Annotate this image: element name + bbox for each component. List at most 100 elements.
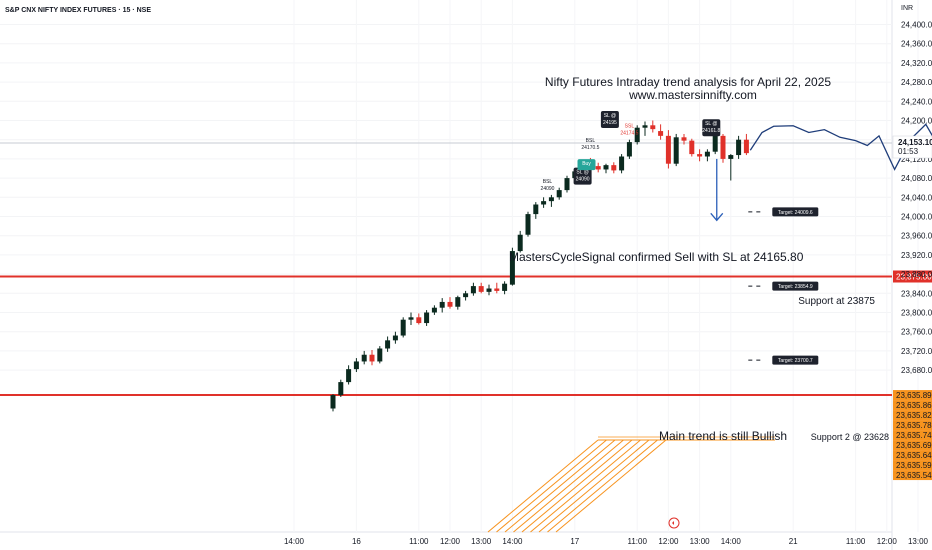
candle-body: [509, 251, 515, 285]
candle-body: [564, 178, 570, 191]
y-tick-label: 23,960.00: [901, 232, 932, 241]
x-tick-label: 11:00: [846, 537, 866, 546]
candle-body: [712, 135, 718, 152]
signal-level-text: BSL: [586, 138, 596, 144]
stop-loss-text: 24195: [603, 120, 617, 126]
target-label: Target: 24009.6: [778, 210, 813, 216]
sell-signal-annotation: MastersCycleSignal confirmed Sell with S…: [509, 250, 804, 264]
fan-price-label: 23,635.74: [896, 431, 932, 440]
y-tick-label: 23,720.00: [901, 347, 932, 356]
candle-body: [681, 137, 687, 141]
fan-price-tag: [893, 410, 932, 421]
price-axis: 24,400.00 24,360.00 24,320.00 24,280.00 24,2…: [892, 21, 932, 481]
signal-level-text: BSL: [543, 179, 553, 185]
y-tick-label: 24,120.00: [901, 155, 932, 164]
candle-body: [463, 293, 469, 298]
candle-body: [665, 135, 671, 164]
signal-level-text: SSL: [625, 124, 635, 130]
candle-body: [353, 361, 359, 370]
candle-body: [525, 214, 531, 235]
support-levels: 23,875.00: [0, 142, 932, 397]
signal-level-text: 24090: [541, 186, 555, 192]
replay-icon[interactable]: [668, 517, 680, 529]
candle-body: [611, 165, 617, 171]
candle-body: [346, 369, 352, 383]
stop-loss-text: 24090: [576, 177, 590, 183]
candle-body: [658, 131, 664, 136]
y-tick-label: 24,040.00: [901, 193, 932, 202]
fan-price-tag: [893, 420, 932, 431]
candle-body: [361, 354, 367, 362]
candle-body: [736, 139, 742, 156]
candle-body: [439, 301, 445, 308]
currency-label: INR: [901, 5, 913, 12]
candle-body: [431, 307, 437, 313]
target-box: [772, 207, 819, 217]
stop-loss-text: SL @: [576, 170, 588, 176]
x-tick-label: 17: [570, 537, 579, 546]
countdown-label: 01:53: [898, 147, 919, 156]
candle-body: [533, 204, 539, 215]
candle-body: [603, 165, 609, 170]
y-tick-label: 24,400.00: [901, 21, 932, 30]
candle-body: [556, 190, 562, 198]
candle-body: [548, 197, 554, 202]
x-tick-label: 11:00: [409, 537, 429, 546]
candle-body: [424, 312, 430, 324]
x-tick-label: 13:00: [471, 537, 492, 546]
candle-body: [502, 283, 508, 291]
x-tick-label: 12:00: [877, 537, 898, 546]
candle-body: [385, 340, 391, 349]
y-tick-label: 23,760.00: [901, 328, 932, 337]
y-tick-label: 24,240.00: [901, 97, 932, 106]
candle-body: [673, 137, 679, 164]
x-tick-label: 21: [789, 537, 798, 546]
y-tick-label: 23,800.00: [901, 309, 932, 318]
y-tick-label: 23,680.00: [901, 366, 932, 375]
candle-body: [470, 286, 476, 294]
candle-body: [728, 155, 734, 159]
candle-body: [634, 127, 640, 143]
signal-level-text: 24170.5: [581, 145, 599, 151]
fan-price-label: 23,635.59: [896, 461, 932, 470]
candle-body: [494, 288, 500, 291]
x-tick-label: 11:00: [627, 537, 647, 546]
candle-body: [377, 348, 383, 362]
candle-body: [330, 395, 336, 409]
chart-subtitle: www.mastersinnifty.com: [628, 88, 757, 102]
fan-price-label: 23,635.86: [896, 401, 932, 410]
fan-price-label: 23,635.89: [896, 391, 932, 400]
main-trend-annotation: Main trend is still Bullish: [659, 429, 787, 443]
fan-price-tag: [893, 390, 932, 401]
x-tick-label: 13:00: [690, 537, 711, 546]
forecast-line: [749, 123, 932, 171]
candle-body: [416, 317, 422, 324]
y-tick-label: 24,200.00: [901, 117, 932, 126]
stop-loss-text: 24161.8: [702, 128, 720, 134]
stop-loss-box: [573, 167, 592, 185]
current-price-tag: [892, 135, 932, 159]
fan-price-label: 23,635.78: [896, 421, 932, 430]
stop-loss-box: [600, 111, 619, 129]
candle-body: [447, 301, 453, 307]
y-tick-label: 24,320.00: [901, 59, 932, 68]
sell-arrow-head: [710, 212, 724, 222]
candles: [330, 120, 749, 412]
candle-body: [478, 286, 484, 292]
target-label: Target: 23700.7: [778, 358, 813, 364]
fan-price-tag: [893, 460, 932, 471]
support-price-label: 23,875.00: [896, 273, 932, 282]
candle-body: [541, 201, 547, 205]
candle-body: [400, 319, 406, 336]
time-axis: 14:00 16 11:00 12:00 13:00 14:00 17 11:00 12:00 1…: [284, 537, 929, 546]
candle-body: [595, 166, 601, 170]
candle-body: [486, 288, 492, 292]
y-tick-label: 24,280.00: [901, 78, 932, 87]
fan-line: [487, 439, 599, 533]
forecast-path: [710, 123, 932, 222]
x-tick-label: 16: [352, 537, 361, 546]
fan-line: [521, 439, 633, 533]
fan-line: [547, 439, 658, 533]
